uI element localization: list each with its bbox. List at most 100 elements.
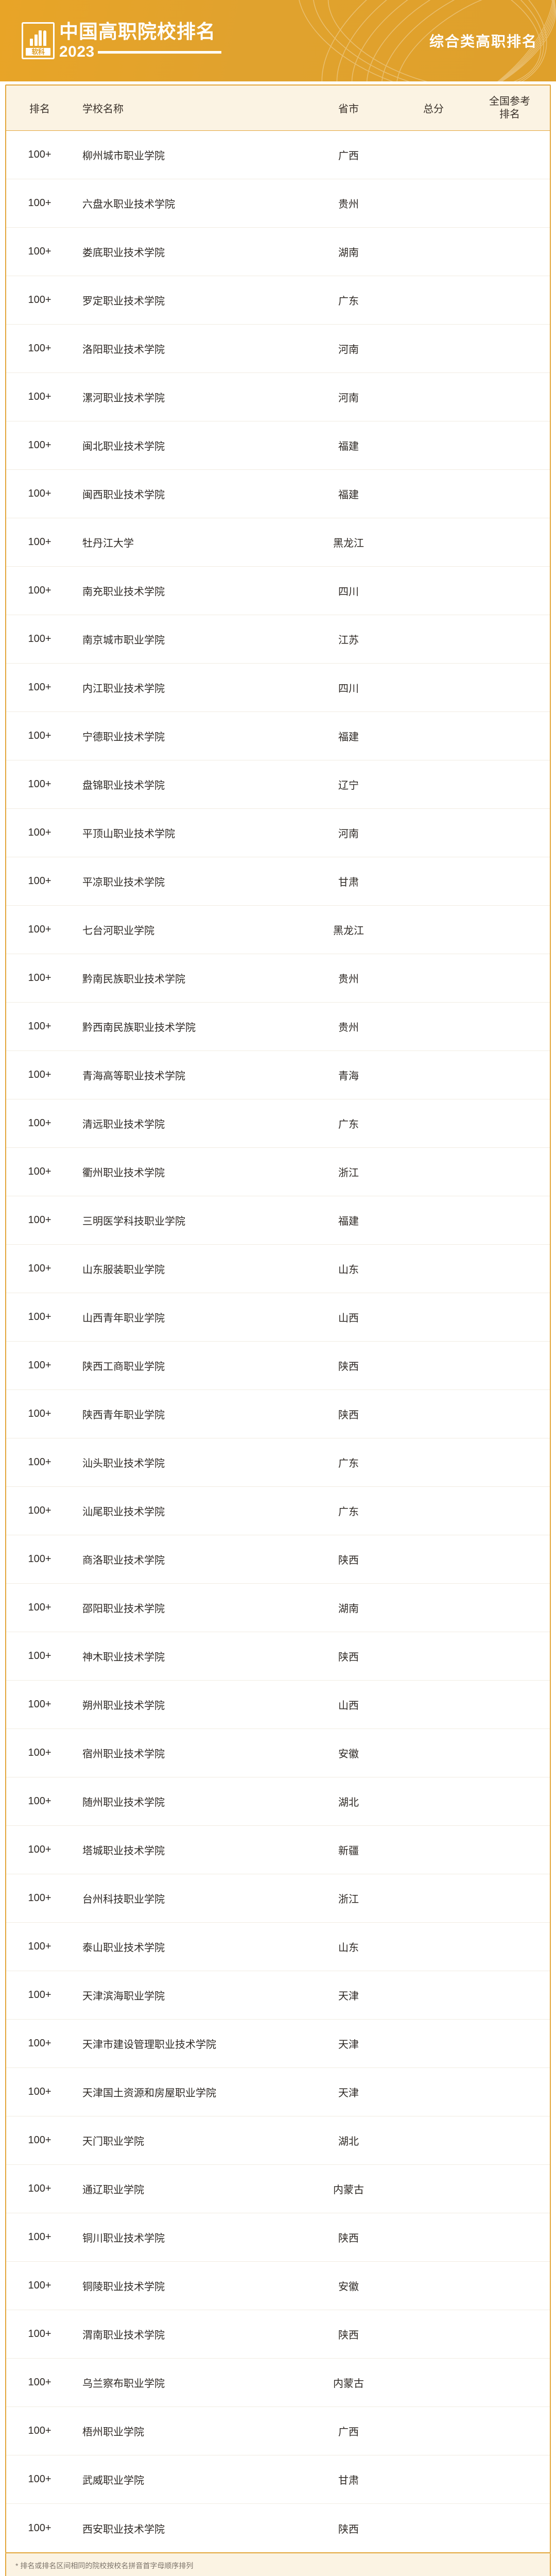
cell-national-rank xyxy=(470,2310,550,2358)
table-row[interactable]: 100+ 清远职业技术学院 广东 xyxy=(6,1099,550,1148)
table-row[interactable]: 100+ 西安职业技术学院 陕西 xyxy=(6,2504,550,2552)
table-row[interactable]: 100+ 通辽职业学院 内蒙古 xyxy=(6,2165,550,2213)
table-row[interactable]: 100+ 罗定职业技术学院 广东 xyxy=(6,276,550,325)
table-row[interactable]: 100+ 三明医学科技职业学院 福建 xyxy=(6,1196,550,1245)
cell-rank: 100+ xyxy=(28,827,51,838)
table-row[interactable]: 100+ 柳州城市职业学院 广西 xyxy=(6,131,550,179)
cell-score xyxy=(397,1535,470,1583)
cell-rank: 100+ xyxy=(28,924,51,935)
cell-school-name: 六盘水职业技术学院 xyxy=(82,199,175,210)
cell-national-rank xyxy=(470,1584,550,1632)
table-row[interactable]: 100+ 商洛职业技术学院 陕西 xyxy=(6,1535,550,1584)
table-row[interactable]: 100+ 漯河职业技术学院 河南 xyxy=(6,373,550,421)
table-row[interactable]: 100+ 洛阳职业技术学院 河南 xyxy=(6,325,550,373)
cell-score xyxy=(397,2310,470,2358)
table-row[interactable]: 100+ 随州职业技术学院 湖北 xyxy=(6,1777,550,1826)
table-row[interactable]: 100+ 铜陵职业技术学院 安徽 xyxy=(6,2262,550,2310)
cell-rank: 100+ xyxy=(28,1989,51,2001)
cell-province: 广西 xyxy=(338,150,359,162)
table-row[interactable]: 100+ 渭南职业技术学院 陕西 xyxy=(6,2310,550,2359)
cell-score xyxy=(397,1777,470,1825)
table-row[interactable]: 100+ 衢州职业技术学院 浙江 xyxy=(6,1148,550,1196)
column-header-national-rank: 全国参考 排名 xyxy=(470,86,550,130)
cell-province: 福建 xyxy=(338,489,359,501)
table-row[interactable]: 100+ 闽北职业技术学院 福建 xyxy=(6,421,550,470)
table-row[interactable]: 100+ 陕西工商职业学院 陕西 xyxy=(6,1342,550,1390)
table-row[interactable]: 100+ 铜川职业技术学院 陕西 xyxy=(6,2213,550,2262)
cell-score xyxy=(397,179,470,227)
table-row[interactable]: 100+ 塔城职业技术学院 新疆 xyxy=(6,1826,550,1874)
table-row[interactable]: 100+ 泰山职业技术学院 山东 xyxy=(6,1923,550,1971)
cell-province: 湖北 xyxy=(338,1797,359,1808)
table-row[interactable]: 100+ 六盘水职业技术学院 贵州 xyxy=(6,179,550,228)
table-row[interactable]: 100+ 盘锦职业技术学院 辽宁 xyxy=(6,760,550,809)
table-row[interactable]: 100+ 七台河职业学院 黑龙江 xyxy=(6,906,550,954)
cell-national-rank xyxy=(470,1003,550,1050)
table-row[interactable]: 100+ 平顶山职业技术学院 河南 xyxy=(6,809,550,857)
cell-score xyxy=(397,228,470,276)
table-row[interactable]: 100+ 汕尾职业技术学院 广东 xyxy=(6,1487,550,1535)
table-row[interactable]: 100+ 牡丹江大学 黑龙江 xyxy=(6,518,550,567)
table-row[interactable]: 100+ 闽西职业技术学院 福建 xyxy=(6,470,550,518)
table-row[interactable]: 100+ 南充职业技术学院 四川 xyxy=(6,567,550,615)
table-row[interactable]: 100+ 南京城市职业学院 江苏 xyxy=(6,615,550,664)
table-row[interactable]: 100+ 宁德职业技术学院 福建 xyxy=(6,712,550,760)
table-row[interactable]: 100+ 乌兰察布职业学院 内蒙古 xyxy=(6,2359,550,2407)
cell-school-name: 牡丹江大学 xyxy=(82,538,134,549)
table-row[interactable]: 100+ 神木职业技术学院 陕西 xyxy=(6,1632,550,1681)
cell-rank: 100+ xyxy=(28,1263,51,1274)
table-row[interactable]: 100+ 天津国土资源和房屋职业学院 天津 xyxy=(6,2068,550,2116)
cell-score xyxy=(397,1003,470,1050)
cell-national-rank xyxy=(470,1293,550,1341)
cell-rank: 100+ xyxy=(28,488,51,499)
table-row[interactable]: 100+ 武威职业学院 甘肃 xyxy=(6,2455,550,2504)
cell-school-name: 武威职业学院 xyxy=(82,2475,144,2486)
cell-school-name: 罗定职业技术学院 xyxy=(82,296,165,307)
cell-national-rank xyxy=(470,809,550,857)
table-row[interactable]: 100+ 黔西南民族职业技术学院 贵州 xyxy=(6,1003,550,1051)
cell-national-rank xyxy=(470,857,550,905)
table-row[interactable]: 100+ 天津滨海职业学院 天津 xyxy=(6,1971,550,2020)
cell-score xyxy=(397,1342,470,1389)
cell-school-name: 宁德职业技术学院 xyxy=(82,732,165,743)
table-row[interactable]: 100+ 宿州职业技术学院 安徽 xyxy=(6,1729,550,1777)
cell-score xyxy=(397,325,470,372)
cell-rank: 100+ xyxy=(28,294,51,306)
logo-bars-icon xyxy=(30,30,46,46)
cell-rank: 100+ xyxy=(28,1602,51,1613)
table-row[interactable]: 100+ 邵阳职业技术学院 湖南 xyxy=(6,1584,550,1632)
cell-national-rank xyxy=(470,567,550,615)
table-row[interactable]: 100+ 青海高等职业技术学院 青海 xyxy=(6,1051,550,1099)
table-row[interactable]: 100+ 朔州职业技术学院 山西 xyxy=(6,1681,550,1729)
table-row[interactable]: 100+ 山西青年职业学院 山西 xyxy=(6,1293,550,1342)
cell-rank: 100+ xyxy=(28,1941,51,1952)
cell-school-name: 娄底职业技术学院 xyxy=(82,247,165,259)
cell-score xyxy=(397,276,470,324)
table-row[interactable]: 100+ 黔南民族职业技术学院 贵州 xyxy=(6,954,550,1003)
table-body: 100+ 柳州城市职业学院 广西 100+ 六盘水职业技术学院 贵州 100+ 娄底职业技术学… xyxy=(6,131,550,2552)
table-row[interactable]: 100+ 汕头职业技术学院 广东 xyxy=(6,1438,550,1487)
cell-province: 浙江 xyxy=(338,1894,359,1905)
table-row[interactable]: 100+ 娄底职业技术学院 湖南 xyxy=(6,228,550,276)
cell-school-name: 清远职业技术学院 xyxy=(82,1119,165,1130)
table-row[interactable]: 100+ 天门职业学院 湖北 xyxy=(6,2116,550,2165)
table-row[interactable]: 100+ 台州科技职业学院 浙江 xyxy=(6,1874,550,1923)
cell-province: 湖北 xyxy=(338,2136,359,2147)
cell-school-name: 洛阳职业技术学院 xyxy=(82,344,165,355)
table-footnote: * 排名或排名区间相同的院校按校名拼音首字母顺序排列 xyxy=(5,2553,551,2576)
table-row[interactable]: 100+ 陕西青年职业学院 陕西 xyxy=(6,1390,550,1438)
table-row[interactable]: 100+ 平凉职业技术学院 甘肃 xyxy=(6,857,550,906)
table-row[interactable]: 100+ 山东服装职业学院 山东 xyxy=(6,1245,550,1293)
cell-province: 福建 xyxy=(338,441,359,452)
cell-score xyxy=(397,1390,470,1438)
cell-score xyxy=(397,1051,470,1099)
cell-rank: 100+ xyxy=(28,730,51,741)
table-row[interactable]: 100+ 梧州职业学院 广西 xyxy=(6,2407,550,2455)
cell-score xyxy=(397,1971,470,2019)
table-row[interactable]: 100+ 内江职业技术学院 四川 xyxy=(6,664,550,712)
table-row[interactable]: 100+ 天津市建设管理职业技术学院 天津 xyxy=(6,2020,550,2068)
cell-national-rank xyxy=(470,2068,550,2116)
cell-school-name: 商洛职业技术学院 xyxy=(82,1555,165,1566)
cell-school-name: 漯河职业技术学院 xyxy=(82,393,165,404)
cell-national-rank xyxy=(470,906,550,954)
